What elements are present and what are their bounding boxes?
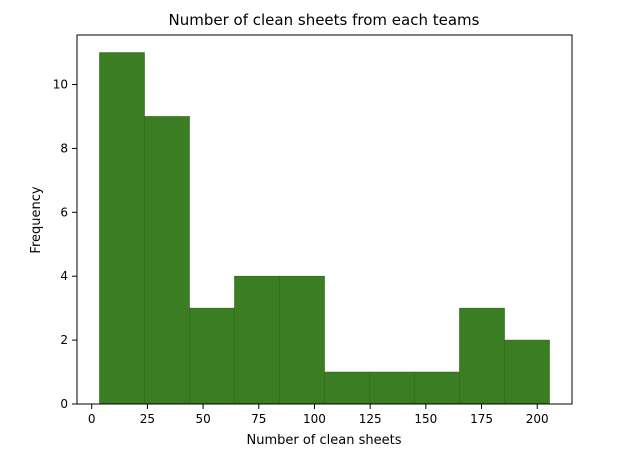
x-tick-label: 175: [470, 412, 493, 426]
histogram-bar-10: [504, 339, 550, 405]
y-tick-label: 4: [60, 269, 68, 283]
histogram-bar-1: [99, 52, 145, 405]
y-axis-label: Frequency: [29, 186, 44, 253]
x-tick-label: 50: [195, 412, 210, 426]
histogram-bar-3: [189, 307, 235, 405]
x-tick-label: 25: [140, 412, 155, 426]
histogram-bar-9: [459, 307, 505, 405]
y-axis: 0 2 4 6 8 10: [53, 78, 77, 411]
histogram-bar-4: [234, 275, 280, 405]
x-axis: 0 25 50 75 100 125 150 175 200: [88, 404, 549, 426]
histogram-bar-5: [279, 275, 325, 405]
x-tick-label: 150: [414, 412, 437, 426]
x-tick-label: 100: [303, 412, 326, 426]
x-tick-label: 0: [88, 412, 96, 426]
histogram-bar-8: [414, 371, 460, 405]
chart-title: Number of clean sheets from each teams: [169, 11, 480, 29]
y-tick-label: 2: [60, 333, 68, 347]
x-axis-label: Number of clean sheets: [247, 433, 402, 448]
x-tick-label: 75: [251, 412, 266, 426]
plot-frame: [76, 34, 573, 405]
histogram-bar-7: [369, 371, 415, 405]
x-tick-label: 125: [359, 412, 382, 426]
histogram-bar-2: [144, 116, 190, 405]
y-tick-label: 10: [53, 78, 68, 92]
y-tick-label: 0: [60, 397, 68, 411]
y-tick-label: 8: [60, 141, 68, 155]
x-tick-label: 200: [526, 412, 549, 426]
y-tick-label: 6: [60, 205, 68, 219]
bars: [99, 52, 550, 405]
histogram-bar-6: [324, 371, 370, 405]
